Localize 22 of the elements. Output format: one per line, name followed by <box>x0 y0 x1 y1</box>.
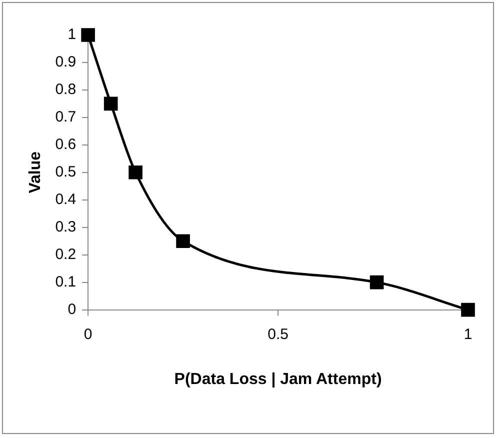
x-axis-title: P(Data Loss | Jam Attempt) <box>174 370 382 388</box>
y-tick-label: 0.9 <box>55 54 76 71</box>
x-tick-label: 1 <box>464 326 472 343</box>
point <box>128 165 142 180</box>
y-tick-label: 0.6 <box>55 136 76 154</box>
y-tick-label: 0.5 <box>55 164 76 181</box>
y-tick-label: 1 <box>68 26 76 44</box>
point <box>176 234 190 248</box>
point <box>81 28 95 42</box>
x-tick-label: 0.5 <box>268 326 288 343</box>
x-tick-label: 0 <box>84 326 92 343</box>
y-tick-label: 0.3 <box>55 218 76 236</box>
y-tick-label: 0.4 <box>55 191 76 208</box>
y-axis-title: Value <box>27 151 44 194</box>
point <box>104 96 118 111</box>
y-tick-label: 0.2 <box>55 246 76 263</box>
point <box>461 302 475 317</box>
y-tick-label: 0.1 <box>55 273 76 290</box>
y-tick-label: 0.8 <box>55 81 76 98</box>
y-tick-label: 0 <box>68 300 76 318</box>
y-tick-label: 0.7 <box>55 108 76 126</box>
point <box>370 275 384 290</box>
